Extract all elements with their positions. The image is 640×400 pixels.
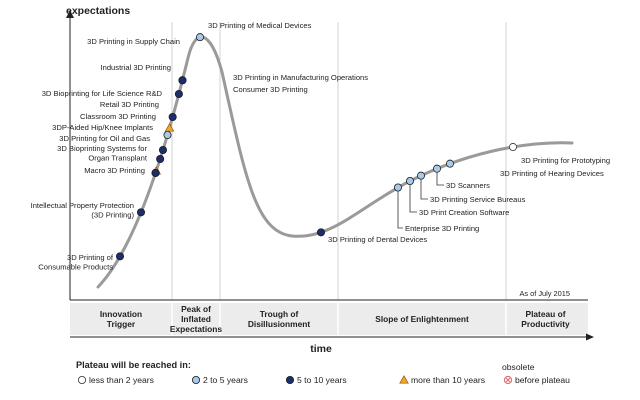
- technology-label-14: Consumer 3D Printing: [233, 85, 308, 94]
- technology-label-9: 3D Bioprinting for Life Science R&D: [42, 89, 163, 98]
- technology-point-6: [163, 131, 172, 140]
- legend-marker-3: [285, 375, 294, 384]
- technology-point-20: [445, 159, 454, 168]
- technology-point-16: [393, 183, 402, 192]
- points-layer: [116, 33, 517, 261]
- y-axis-label: expectations: [66, 5, 130, 17]
- phase-label-2: Peak of: [181, 304, 211, 314]
- legend-label-3: 5 to 10 years: [297, 375, 347, 385]
- technology-point-15: [316, 228, 325, 237]
- legend-title: Plateau will be reached in:: [76, 360, 191, 370]
- leader-line-19: [436, 172, 444, 186]
- technology-point-5: [158, 146, 167, 155]
- phase-label-1: Innovation: [100, 309, 142, 319]
- technology-label-10: Industrial 3D Printing: [101, 63, 172, 72]
- legend-label-2: 2 to 5 years: [203, 375, 248, 385]
- technology-point-12: [196, 33, 205, 42]
- y-axis-arrow: [66, 10, 74, 18]
- technology-label-13: 3D Printing in Manufacturing Operations: [233, 73, 368, 82]
- technology-label-5: 3D Printing for Oil and Gas: [59, 134, 150, 143]
- technology-label-15: 3D Printing of Dental Devices: [328, 235, 427, 244]
- legend-label-1: less than 2 years: [89, 375, 154, 385]
- technology-label-19: 3D Scanners: [446, 181, 490, 190]
- technology-label-11: 3D Printing in Supply Chain: [87, 37, 180, 46]
- technology-label-20: 3D Printing of Hearing Devices: [500, 169, 604, 178]
- legend-marker-4: [399, 375, 409, 384]
- x-axis-label: time: [310, 343, 332, 355]
- phase-label-5: Plateau of: [525, 309, 565, 319]
- legend-label-5: obsolete: [502, 362, 535, 372]
- technology-point-1: [116, 252, 125, 261]
- phase-label-2: Inflated: [181, 314, 211, 324]
- technology-point-17: [405, 177, 414, 186]
- technology-label-3: Macro 3D Printing: [84, 166, 145, 175]
- technology-label-2: Intellectual Property Protection: [31, 201, 134, 210]
- technology-point-14: [151, 168, 160, 177]
- as-of-date: As of July 2015: [519, 289, 570, 298]
- legend-marker-1: [78, 375, 87, 384]
- technology-label-4: Organ Transplant: [88, 154, 148, 163]
- legend-marker-2: [191, 375, 200, 384]
- technology-label-7: Classroom 3D Printing: [80, 112, 156, 121]
- technology-point-18: [416, 171, 425, 180]
- technology-point-2: [136, 208, 145, 217]
- time-axis-arrow: [586, 333, 594, 341]
- technology-point-8: [168, 113, 177, 122]
- technology-point-4: [156, 155, 165, 164]
- legend-label-5: before plateau: [515, 375, 570, 385]
- technology-label-2: (3D Printing): [91, 211, 134, 220]
- technology-point-21: [508, 143, 517, 152]
- technology-point-7: [164, 123, 175, 132]
- phase-label-1: Trigger: [107, 319, 136, 329]
- leader-lines-layer: [397, 172, 444, 229]
- phase-label-4: Slope of Enlightenment: [375, 314, 469, 324]
- phase-label-5: Productivity: [521, 319, 570, 329]
- technology-label-17: 3D Print Creation Software: [419, 208, 509, 217]
- leader-line-18: [420, 179, 428, 200]
- legend-layer: Plateau will be reached in: less than 2 y…: [76, 360, 570, 385]
- legend-marker-5: [503, 375, 513, 385]
- phase-label-3: Disillusionment: [248, 319, 311, 329]
- legend-label-4: more than 10 years: [411, 375, 485, 385]
- phase-label-2: Expectations: [170, 324, 222, 334]
- axes-layer: expectations As of July 2015 InnovationTri…: [66, 5, 594, 355]
- leader-line-16: [397, 191, 403, 229]
- technology-label-21: 3D Printing for Prototyping: [521, 156, 610, 165]
- technology-label-1: Consumable Products: [38, 263, 113, 272]
- phase-label-3: Trough of: [260, 309, 299, 319]
- technology-label-6: 3DP-Aided Hip/Knee Implants: [52, 123, 153, 132]
- technology-point-19: [432, 164, 441, 173]
- leader-line-17: [409, 185, 417, 213]
- technology-label-18: 3D Printing Service Bureaus: [430, 195, 526, 204]
- technology-label-4: 3D Bioprinting Systems for: [57, 144, 147, 153]
- technology-label-8: Retail 3D Printing: [100, 100, 159, 109]
- technology-label-12: 3D Printing of Medical Devices: [208, 21, 312, 30]
- technology-point-9: [174, 90, 183, 99]
- phase-bar: [70, 303, 588, 335]
- technology-label-16: Enterprise 3D Printing: [405, 224, 479, 233]
- technology-label-1: 3D Printing of: [67, 253, 114, 262]
- technology-point-11: [178, 76, 187, 85]
